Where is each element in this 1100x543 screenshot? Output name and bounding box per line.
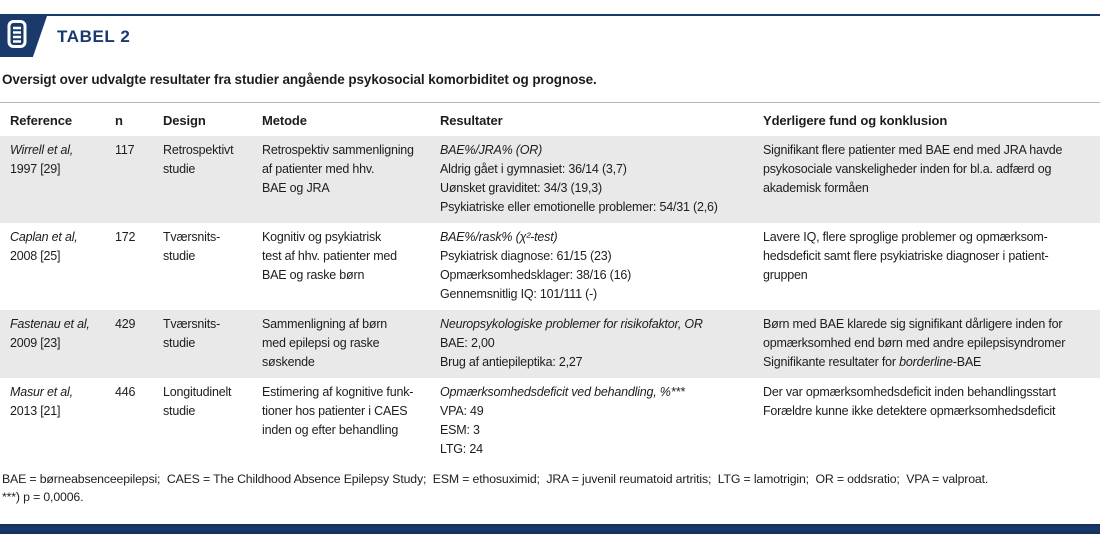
table-cell-resultater: Opmærksomhedsdeficit ved behandling, %**… — [440, 385, 685, 456]
table-row: Masur et al, 2013 [21] 446 Longitudinelt stu… — [0, 378, 1100, 465]
table-cell-metode: Sammenligning af børn med epilepsi og ras… — [262, 317, 388, 369]
top-rule — [0, 14, 1100, 16]
table-cell-resultater: BAE%/rask% (χ²-test) Psykiatrisk diagnose… — [440, 230, 632, 301]
document-icon — [7, 20, 27, 53]
table-cell-n: 429 — [115, 317, 136, 331]
table-body: Wirrell et al, 1997 [29] 117 Retrospektivt s… — [0, 136, 1100, 465]
table-cell-konklusion: Børn med BAE klarede sig signifikant dår… — [763, 317, 1066, 369]
table-row: Fastenau et al, 2009 [23] 429 Tværsnits-stu… — [0, 310, 1100, 378]
column-header-design: Design — [163, 113, 206, 128]
table-cell-resultater: Neuropsykologiske problemer for risikofa… — [440, 317, 703, 369]
table-cell-metode: Retrospektiv sammenligning af patienter m… — [262, 143, 414, 195]
column-header-resultater: Resultater — [440, 113, 503, 128]
table-cell-reference: Fastenau et al, 2009 [23] — [10, 317, 90, 350]
table-cell-n: 172 — [115, 230, 136, 244]
column-header-n: n — [115, 113, 123, 128]
table-header-row: Reference n Design Metode Resultater Yde… — [0, 103, 1100, 136]
table-cell-konklusion: Der var opmærksomhedsdeficit inden behan… — [763, 385, 1056, 418]
column-header-metode: Metode — [262, 113, 307, 128]
table-cell-konklusion: Signifikant flere patienter med BAE end … — [763, 143, 1063, 195]
table-cell-resultater: BAE%/JRA% (OR) Aldrig gået i gymnasiet: 3… — [440, 143, 718, 214]
table-cell-n: 446 — [115, 385, 136, 399]
footnote-abbreviations: BAE = børneabsenceepilepsi; CAES = The C… — [2, 472, 989, 486]
table-cell-konklusion: Lavere IQ, flere sproglige problemer og … — [763, 230, 1049, 282]
table-cell-metode: Kognitiv og psykiatrisk test af hhv. pati… — [262, 230, 397, 282]
table-cell-design: Longitudinelt studie — [163, 385, 232, 418]
column-header-konklusion: Yderligere fund og konklusion — [763, 113, 948, 128]
column-header-reference: Reference — [10, 113, 72, 128]
table-caption: Oversigt over udvalgte resultater fra st… — [2, 72, 597, 87]
table-row: Wirrell et al, 1997 [29] 117 Retrospektivt s… — [0, 136, 1100, 223]
table-cell-n: 117 — [115, 143, 135, 157]
table-badge — [0, 16, 47, 57]
footnote-significance: ***) p = 0,0006. — [2, 490, 84, 504]
table-cell-reference: Caplan et al, 2008 [25] — [10, 230, 78, 263]
table-cell-design: Tværsnits-studie — [163, 317, 221, 350]
table-cell-reference: Masur et al, 2013 [21] — [10, 385, 73, 418]
table-cell-design: Tværsnits-studie — [163, 230, 221, 263]
table-footnotes: BAE = børneabsenceepilepsi; CAES = The C… — [2, 470, 988, 506]
table-badge-label: TABEL 2 — [57, 26, 131, 46]
table-cell-reference: Wirrell et al, 1997 [29] — [10, 143, 74, 176]
results-table: Reference n Design Metode Resultater Yde… — [0, 102, 1100, 465]
table-cell-design: Retrospektivt studie — [163, 143, 234, 176]
bottom-rule — [0, 524, 1100, 534]
table-cell-metode: Estimering af kognitive funk-tioner hos … — [262, 385, 414, 437]
table-row: Caplan et al, 2008 [25] 172 Tværsnits-studi… — [0, 223, 1100, 310]
